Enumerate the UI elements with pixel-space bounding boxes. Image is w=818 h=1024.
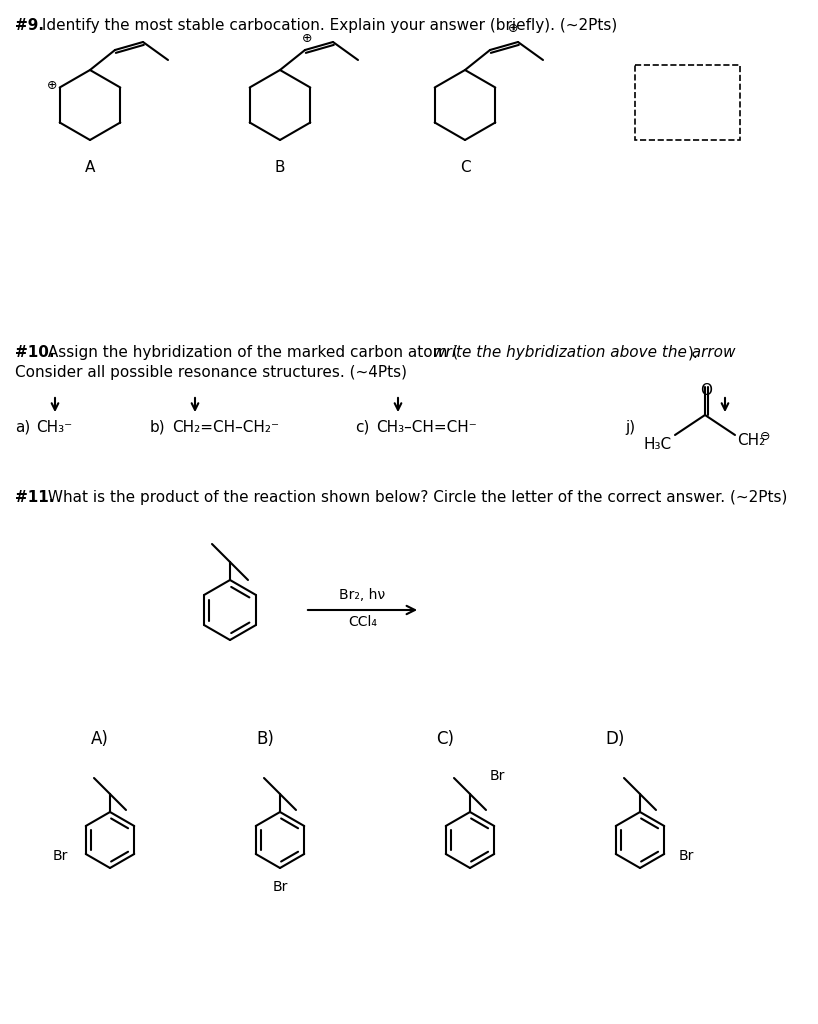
Text: CH₃–CH=CH⁻: CH₃–CH=CH⁻ (376, 420, 477, 435)
Text: C: C (460, 160, 470, 175)
Text: O: O (700, 383, 712, 398)
Text: ⊕: ⊕ (302, 32, 312, 44)
Text: CH₃⁻: CH₃⁻ (36, 420, 72, 435)
Text: #9.: #9. (15, 18, 44, 33)
Text: write the hybridization above the arrow: write the hybridization above the arrow (433, 345, 735, 360)
Text: CCl₄: CCl₄ (348, 615, 377, 629)
Text: #11.: #11. (15, 490, 54, 505)
Text: B: B (275, 160, 285, 175)
Text: Assign the hybridization of the marked carbon atom (: Assign the hybridization of the marked c… (43, 345, 458, 360)
Text: j): j) (625, 420, 635, 435)
Text: CH₂=CH–CH₂⁻: CH₂=CH–CH₂⁻ (172, 420, 279, 435)
Text: A): A) (91, 730, 109, 748)
Text: c): c) (355, 420, 370, 435)
Text: Br₂, hν: Br₂, hν (339, 588, 385, 602)
Text: Br: Br (490, 769, 506, 783)
Text: H₃C: H₃C (644, 437, 672, 452)
Text: C): C) (436, 730, 454, 748)
Text: Br: Br (272, 880, 288, 894)
Text: ⊕: ⊕ (508, 22, 519, 35)
Text: Identify the most stable carbocation. Explain your answer (briefly). (~2Pts): Identify the most stable carbocation. Ex… (37, 18, 618, 33)
Text: D): D) (605, 730, 625, 748)
Bar (635, 65, 740, 140)
Text: b): b) (150, 420, 165, 435)
Text: #10.: #10. (15, 345, 55, 360)
Text: Consider all possible resonance structures. (~4Pts): Consider all possible resonance structur… (15, 365, 407, 380)
Text: What is the product of the reaction shown below? Circle the letter of the correc: What is the product of the reaction show… (43, 490, 788, 505)
Text: Br: Br (678, 849, 694, 863)
Text: ⊖: ⊖ (760, 430, 771, 443)
Text: ).: ). (688, 345, 699, 360)
Text: ⊕: ⊕ (47, 79, 57, 92)
Text: A: A (85, 160, 95, 175)
Text: B): B) (256, 730, 274, 748)
Text: Br: Br (52, 849, 68, 863)
Text: a): a) (15, 420, 30, 435)
Text: CH₂: CH₂ (737, 433, 766, 449)
